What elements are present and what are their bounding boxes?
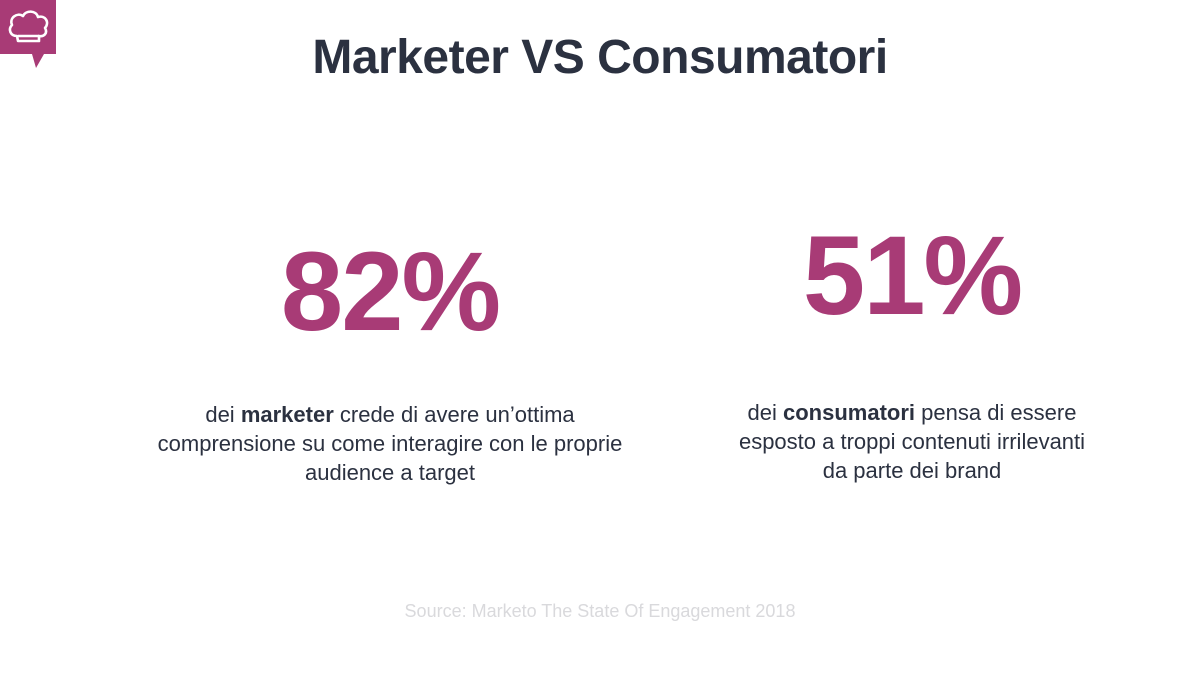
description-line: dei marketer crede di avere un’ottima xyxy=(90,400,690,429)
description-line: dei consumatori pensa di essere xyxy=(612,398,1200,427)
stat-description: dei marketer crede di avere un’ottima co… xyxy=(90,400,690,487)
stat-percentage: 51% xyxy=(802,213,1023,338)
text-fragment: crede di avere un’ottima xyxy=(333,402,575,427)
highlight-word: marketer xyxy=(240,402,334,427)
description-line: esposto a troppi contenuti irrilevanti xyxy=(738,429,1086,454)
stat-description: dei consumatori pensa di essere esposto … xyxy=(612,398,1200,485)
description-line: audience a target xyxy=(304,460,476,485)
description-line: da parte dei brand xyxy=(822,458,1002,483)
text-fragment: dei xyxy=(205,402,241,427)
brand-logo-icon xyxy=(0,0,56,68)
highlight-word: consumatori xyxy=(783,400,916,425)
stat-marketer: 82% dei marketer crede di avere un’ottim… xyxy=(90,0,690,487)
text-fragment: pensa di essere xyxy=(915,400,1077,425)
page-title: Marketer VS Consumatori xyxy=(312,31,888,84)
description-line: comprensione su come interagire con le p… xyxy=(157,431,623,456)
stat-consumatori: 51% dei consumatori pensa di essere espo… xyxy=(612,0,1200,485)
source-note: Source: Marketo The State Of Engagement … xyxy=(404,601,796,621)
stat-percentage: 82% xyxy=(280,229,501,354)
text-fragment: dei xyxy=(747,400,783,425)
